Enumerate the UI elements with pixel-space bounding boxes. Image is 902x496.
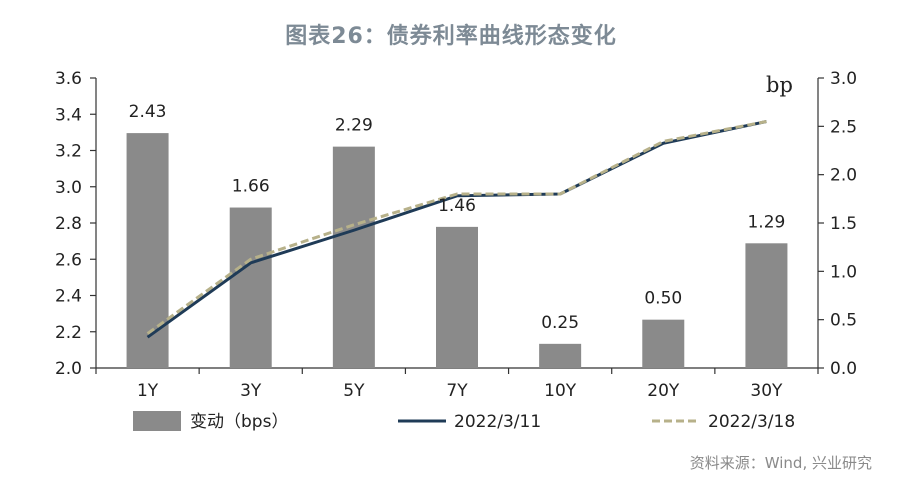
left-tick-label: 2.4 [55, 287, 82, 307]
x-tick-label: 10Y [544, 381, 577, 401]
legend-bar-swatch [133, 411, 181, 431]
left-tick-label: 3.2 [55, 142, 82, 162]
bar [229, 207, 272, 368]
bar-value-label: 1.66 [232, 177, 270, 197]
bar-value-label: 1.46 [438, 196, 476, 216]
x-tick-label: 20Y [647, 381, 680, 401]
bar [332, 146, 375, 368]
legend: 变动（bps） 2022/3/11 2022/3/18 [133, 411, 795, 432]
bar-value-label: 2.29 [335, 116, 373, 136]
x-tick-label: 30Y [750, 381, 783, 401]
bar [436, 226, 478, 368]
right-tick-label: 0.0 [830, 359, 857, 379]
left-tick-label: 2.8 [55, 214, 82, 234]
line-series-2022-3-18 [146, 120, 767, 335]
right-tick-label: 3.0 [830, 69, 857, 89]
right-tick-label: 1.5 [830, 214, 857, 234]
chart-axes: 2.0 2.2 2.4 2.6 2.8 3.0 3.2 3.4 3.6 0.0 0.5 1.0 1.5 2… [55, 69, 857, 401]
bar-series [126, 133, 788, 368]
x-tick-label: 3Y [240, 381, 262, 401]
x-tick-label: 7Y [446, 381, 468, 401]
line-series-2022-3-11 [146, 120, 767, 339]
legend-bar-label: 变动（bps） [190, 412, 288, 432]
left-tick-label: 3.6 [55, 69, 82, 89]
bar [539, 343, 582, 368]
data-labels: 2.43 1.66 2.29 1.46 0.25 0.50 1.29 [129, 102, 786, 333]
right-tick-label: 2.5 [830, 117, 857, 137]
source-note: 资料来源：Wind, 兴业研究 [689, 454, 872, 472]
right-axis-unit: bp [766, 73, 793, 97]
bar-value-label: 0.50 [644, 289, 682, 309]
bar-value-label: 1.29 [747, 212, 785, 232]
left-tick-label: 2.0 [55, 359, 82, 379]
line-series-group [146, 120, 767, 339]
bar-value-label: 2.43 [129, 102, 167, 122]
left-tick-label: 3.0 [55, 178, 82, 198]
x-tick-label: 5Y [343, 381, 365, 401]
bar [642, 319, 685, 368]
bar [745, 243, 788, 368]
left-tick-label: 2.2 [55, 323, 82, 343]
right-tick-label: 2.0 [830, 166, 857, 186]
chart-title: 图表26：债券利率曲线形态变化 [285, 24, 617, 49]
right-tick-label: 0.5 [830, 311, 857, 331]
legend-line-label: 2022/3/18 [708, 412, 795, 432]
legend-line-label: 2022/3/11 [454, 412, 541, 432]
x-tick-label: 1Y [137, 381, 159, 401]
right-tick-label: 1.0 [830, 262, 857, 282]
left-tick-label: 2.6 [55, 250, 82, 270]
left-tick-label: 3.4 [55, 105, 82, 125]
bar-value-label: 0.25 [541, 313, 579, 333]
